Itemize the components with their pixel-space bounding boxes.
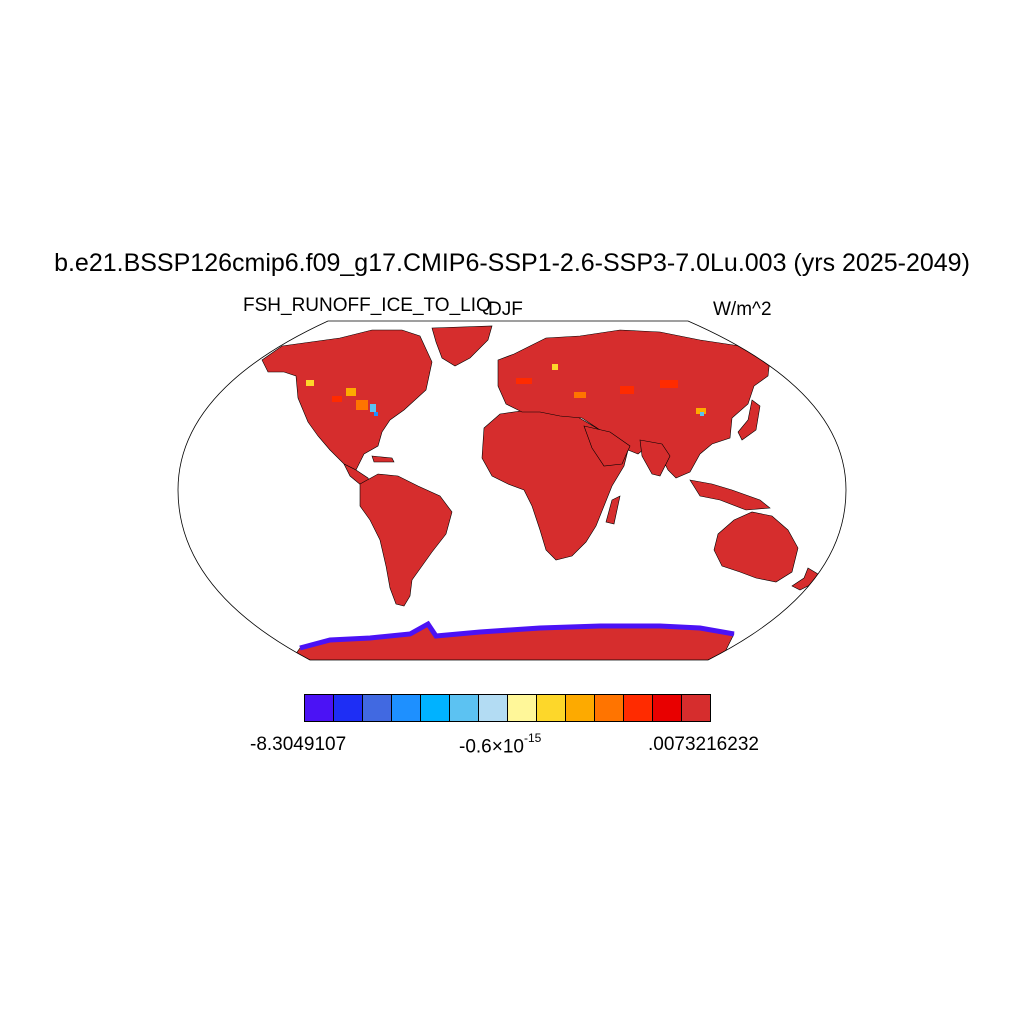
land-caribbean (371, 455, 395, 463)
land-north-america (261, 329, 433, 471)
colorbar-mid-label-exponent: -15 (523, 731, 542, 745)
land-arabia (583, 425, 631, 467)
colorbar-swatch (624, 695, 653, 721)
colorbar-swatch (653, 695, 682, 721)
anomaly-patches (306, 364, 706, 416)
colorbar-mid-label: -0.6×10-15 (459, 732, 541, 758)
patch-north-america-2 (346, 388, 356, 396)
land-japan (737, 399, 761, 441)
patch-asia-4 (660, 380, 678, 388)
globe-outline (177, 320, 847, 661)
colorbar-swatch (421, 695, 450, 721)
land-greenland (431, 325, 493, 367)
colorbar-mid-label-base: -0.6×10 (459, 736, 524, 758)
patch-asia-2 (700, 412, 704, 416)
colorbar-swatch (479, 695, 508, 721)
colorbar-swatch (566, 695, 595, 721)
colorbar-swatch (450, 695, 479, 721)
colorbar-min-label: -8.3049107 (250, 734, 347, 755)
colorbar-max-label: .0073216232 (648, 734, 759, 755)
patch-asia-1 (696, 408, 706, 414)
land-layer (261, 325, 819, 660)
colorbar-swatch (508, 695, 537, 721)
patch-europe-2 (552, 364, 558, 370)
land-southeast-asia (689, 479, 771, 511)
land-madagascar (605, 495, 621, 525)
colorbar-swatch (334, 695, 363, 721)
colorbar-swatch (363, 695, 392, 721)
fringe-outer-band (299, 620, 735, 651)
patch-north-america-6 (332, 396, 342, 402)
colorbar-swatch (305, 695, 334, 721)
season-label: DJF (488, 299, 523, 320)
patch-asia-3 (620, 386, 634, 394)
colorbar-swatch (595, 695, 624, 721)
land-australia (713, 511, 799, 583)
colorbar-swatch (682, 695, 710, 721)
variable-name-label: FSH_RUNOFF_ICE_TO_LIQ (243, 295, 491, 316)
units-label: W/m^2 (713, 299, 772, 320)
antarctic-coast-fringe (299, 620, 735, 651)
patch-north-america-4 (370, 404, 376, 412)
colorbar-swatch (537, 695, 566, 721)
patch-north-america-1 (306, 380, 314, 386)
main-title: b.e21.BSSP126cmip6.f09_g17.CMIP6-SSP1-2.… (54, 249, 970, 277)
land-eurasia (497, 329, 771, 479)
patch-north-america-3 (356, 400, 368, 410)
colorbar (304, 694, 711, 722)
land-south-america (359, 473, 453, 607)
patch-europe-3 (574, 392, 586, 398)
patch-europe-1 (516, 378, 532, 384)
land-india (639, 439, 671, 477)
patch-north-america-5 (374, 412, 378, 416)
colorbar-swatch (392, 695, 421, 721)
